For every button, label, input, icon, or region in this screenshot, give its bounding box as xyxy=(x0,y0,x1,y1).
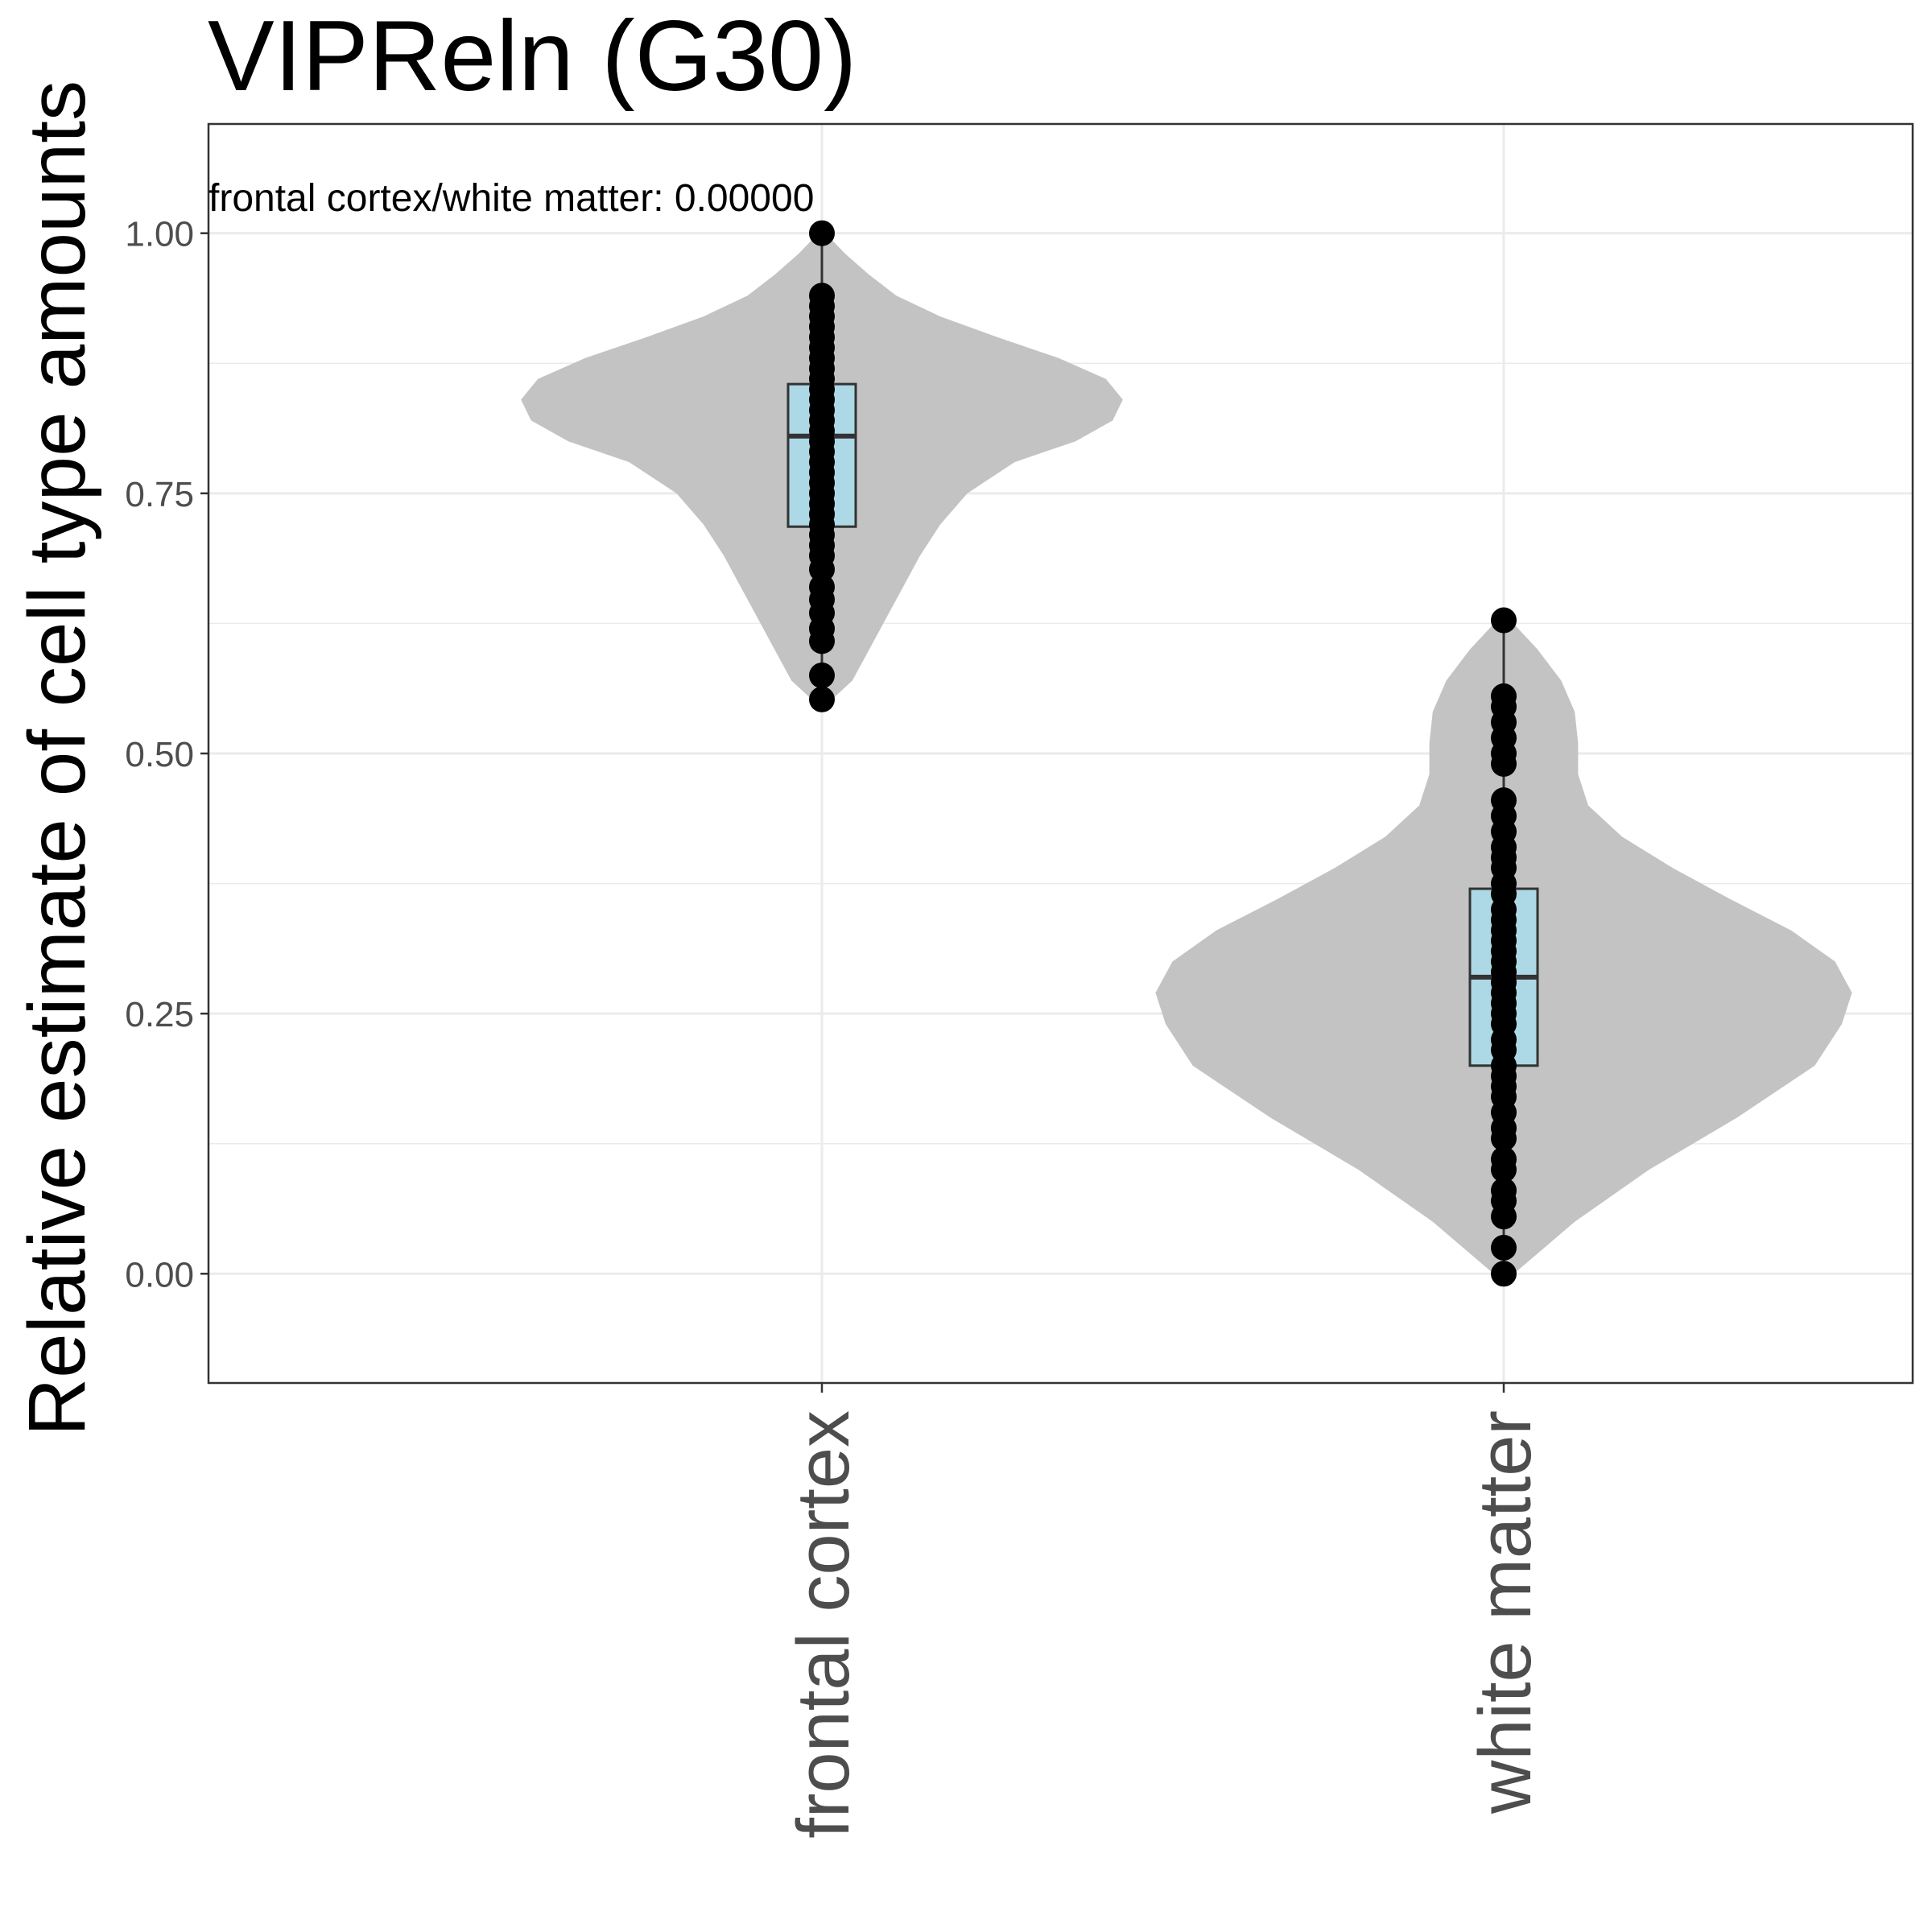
y-tick-label: 1.00 xyxy=(125,215,194,254)
chart-title: VIPReln (G30) xyxy=(208,1,857,112)
data-point xyxy=(1491,1261,1517,1287)
y-tick-label: 0.50 xyxy=(125,735,194,774)
y-tick-label: 0.25 xyxy=(125,995,194,1034)
data-point xyxy=(809,283,835,309)
data-point xyxy=(809,663,835,689)
gridlines xyxy=(208,124,1913,1383)
y-tick-label: 0.00 xyxy=(125,1255,194,1294)
data-point xyxy=(809,574,835,601)
data-point xyxy=(809,220,835,246)
x-axis-ticks: frontal cortex white matter xyxy=(782,1383,1546,1839)
y-axis-ticks: 0.00 0.25 0.50 0.75 1.00 xyxy=(125,215,208,1294)
data-point xyxy=(1491,683,1517,709)
x-tick-label: white matter xyxy=(1464,1410,1546,1814)
comparison-annotation: frontal cortex/white matter: 0.00000 xyxy=(208,177,814,220)
data-point xyxy=(1491,1234,1517,1261)
data-points xyxy=(809,220,1517,1287)
x-tick-label: frontal cortex xyxy=(782,1410,865,1839)
data-point xyxy=(1491,607,1517,634)
data-point xyxy=(1491,1177,1517,1203)
y-tick-label: 0.75 xyxy=(125,475,194,514)
y-axis-label: Relative estimate of cell type amounts xyxy=(12,80,102,1436)
data-point xyxy=(809,686,835,712)
data-point xyxy=(1491,1146,1517,1173)
data-point xyxy=(1491,787,1517,814)
